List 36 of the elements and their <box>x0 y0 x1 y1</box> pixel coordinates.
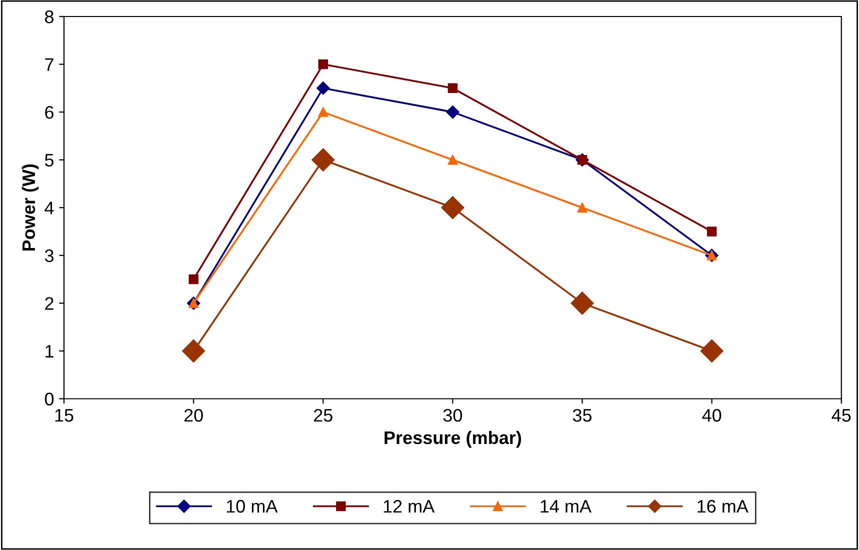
y-tick-label: 5 <box>44 154 54 167</box>
x-axis-title: Pressure (mbar) <box>384 430 522 448</box>
y-tick-label: 7 <box>45 58 54 71</box>
point <box>570 292 594 315</box>
point <box>577 202 588 212</box>
legend-label: 12 mA <box>384 500 435 513</box>
x-tick-label: 20 <box>184 408 203 422</box>
point <box>182 339 206 362</box>
y-tick-label: 6 <box>45 106 54 119</box>
point <box>316 82 330 95</box>
x-tick-label: 35 <box>572 408 592 422</box>
point <box>312 148 335 172</box>
point <box>188 274 198 284</box>
y-tick-label: 8 <box>45 10 54 24</box>
x-tick-label: 30 <box>443 408 462 422</box>
y-tick-label: 2 <box>45 297 54 310</box>
y-tick-label: 1 <box>46 345 54 358</box>
legend-label: 16 mA <box>698 500 748 513</box>
point <box>706 226 717 236</box>
point <box>448 154 458 165</box>
legend-label: 10 mA <box>226 500 278 513</box>
x-tick-label: 15 <box>55 409 74 422</box>
x-tick-label: 45 <box>832 409 851 422</box>
y-tick-label: 4 <box>44 202 54 214</box>
y-tick-label: 3 <box>44 249 54 262</box>
x-tick-label: 40 <box>702 408 722 422</box>
point <box>318 107 328 117</box>
point <box>446 105 460 119</box>
legend-label: 14 mA <box>540 500 592 513</box>
point <box>318 59 328 70</box>
point <box>441 196 464 220</box>
point <box>700 339 724 362</box>
y-axis-title: Power (W) <box>22 164 39 251</box>
x-tick-label: 25 <box>314 408 332 422</box>
y-tick-label: 0 <box>44 392 54 406</box>
point <box>448 83 458 94</box>
